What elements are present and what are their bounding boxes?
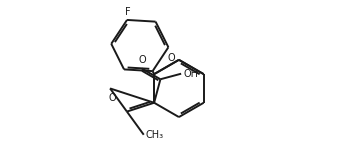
- Text: CH₃: CH₃: [145, 130, 164, 140]
- Text: OH: OH: [183, 69, 199, 79]
- Text: O: O: [108, 93, 116, 103]
- Text: O: O: [167, 53, 175, 63]
- Text: O: O: [138, 55, 145, 65]
- Text: F: F: [125, 7, 131, 17]
